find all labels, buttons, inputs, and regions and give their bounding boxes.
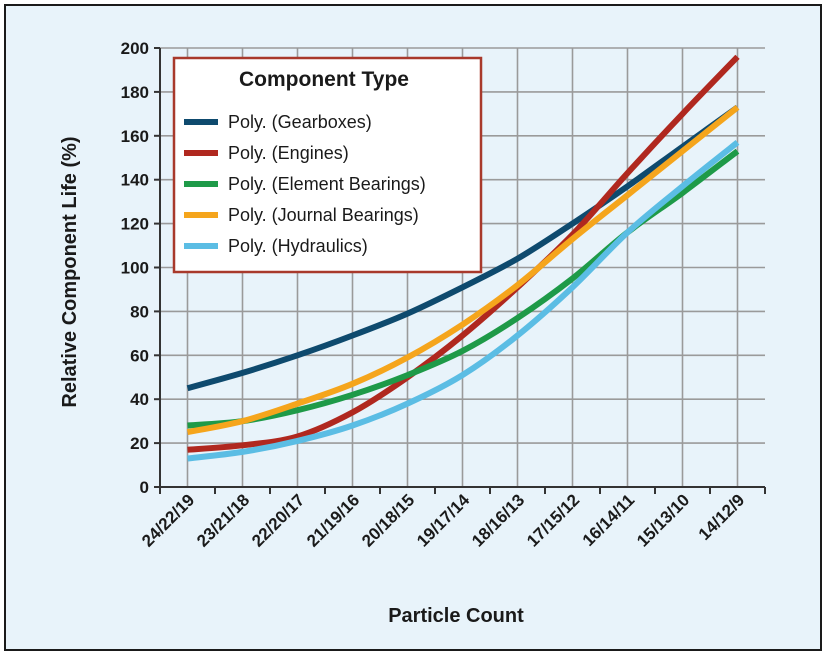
x-tick-label: 22/20/17 [248,490,308,550]
series-line-1 [186,104,740,392]
x-tick-label: 19/17/14 [413,490,474,551]
y-tick-label: 140 [121,171,149,190]
x-tick-label: 15/13/10 [633,490,693,550]
series-line-2 [187,54,740,453]
legend-label: Poly. (Journal Bearings) [228,205,419,225]
y-tick-label: 80 [130,302,149,321]
y-tick-label: 0 [140,478,149,497]
series-line-4 [186,104,740,436]
legend: Component Type Poly. (Gearboxes) Poly. (E… [172,56,483,274]
y-tick-label: 160 [121,127,149,146]
x-tick-label: 21/19/16 [303,490,363,550]
legend-box [172,56,483,274]
series-line-5 [187,140,740,462]
legend-label: Poly. (Element Bearings) [228,174,426,194]
legend-label: Poly. (Engines) [228,143,349,163]
axes [154,47,766,494]
series-lines [186,54,740,462]
legend-label: Poly. (Hydraulics) [228,236,368,256]
y-axis-title: Relative Component Life (%) [59,136,81,407]
y-tick-label: 60 [130,346,149,365]
x-axis-title: Particle Count [388,605,524,627]
x-tick-labels: 24/22/1923/21/1822/20/1721/19/1620/18/15… [138,490,748,551]
legend-title: Component Type [239,68,409,91]
y-tick-label: 40 [130,390,149,409]
y-tick-label: 200 [121,39,149,58]
y-tick-label: 120 [121,215,149,234]
x-tick-label: 23/21/18 [193,490,253,550]
legend-label: Poly. (Gearboxes) [228,112,372,132]
x-tick-label: 14/12/9 [695,490,749,544]
legend-items: Poly. (Gearboxes) Poly. (Engines) Poly. (E… [184,112,426,256]
x-tick-label: 16/14/11 [579,490,639,550]
y-tick-labels: 0 20 40 60 80 100 120 140 160 180 200 [121,39,149,497]
x-tick-label: 20/18/15 [358,490,418,550]
y-tick-label: 180 [121,83,149,102]
x-tick-label: 18/16/13 [468,490,528,550]
y-tick-label: 20 [130,434,149,453]
x-tick-label: 24/22/19 [138,490,198,550]
y-tick-label: 100 [121,259,149,278]
x-tick-label: 17/15/12 [523,490,583,550]
